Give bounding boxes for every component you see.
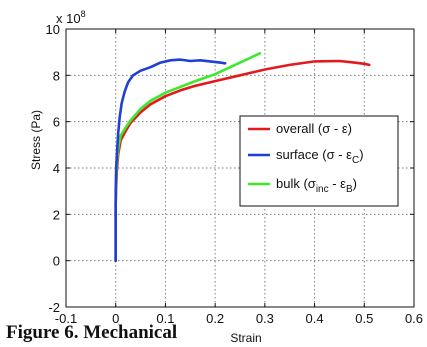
x-tick-label: 0 [112,311,119,326]
y-tick-label: 10 [46,22,60,37]
y-tick-label: -2 [48,300,60,315]
y-tick-label: 2 [53,207,60,222]
legend-text-part: bulk (σ [276,176,316,191]
legend-text-part: ) [353,176,357,191]
legend-text-part: ) [359,147,363,162]
legend-entry-bulk: bulk (σinc - εB) [276,176,357,195]
x-tick-label: 0.3 [256,311,274,326]
legend-text-part: - ε [329,176,347,191]
y-axis-label: Stress (Pa) [29,110,43,170]
x-tick-label: 0.1 [156,311,174,326]
legend-text-part: C [352,155,359,166]
legend-text-part: inc [316,184,329,195]
y-tick-label: 8 [53,68,60,83]
y-tick-label: 4 [53,161,60,176]
legend-entry-overall: overall (σ - ε) [276,121,352,136]
legend-text-part: surface (σ - ε [276,147,352,162]
legend-text-part: overall (σ - ε) [276,121,352,136]
y-multiplier-base: x 10 [56,11,81,26]
x-tick-label: 0.4 [306,311,324,326]
y-multiplier-exponent: 8 [81,9,86,19]
plot-frame [65,28,415,308]
legend-box [239,115,399,207]
series-line-surface [114,58,227,262]
y-tick-label: 0 [53,254,60,269]
legend-text-part: B [346,184,353,195]
x-tick-label: -0.1 [55,311,77,326]
figure-caption: Figure 6. Mechanical [6,322,178,343]
x-tick-label: 0.5 [355,311,373,326]
legend: overall (σ - ε)surface (σ - εC)bulk (σin… [239,115,399,207]
legend-entry-surface: surface (σ - εC) [276,147,364,166]
x-axis-label: Strain [230,331,261,345]
y-tick-label: 6 [53,115,60,130]
x-tick-label: 0.2 [206,311,224,326]
y-multiplier: x 108 [56,9,86,26]
x-tick-label: 0.6 [405,311,423,326]
